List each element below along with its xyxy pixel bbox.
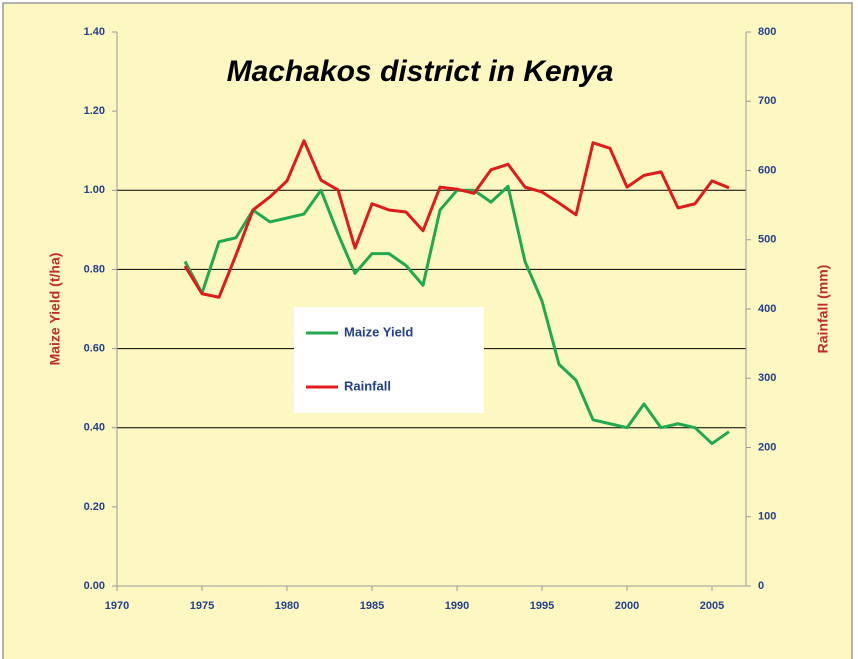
legend-label: Maize Yield	[344, 324, 413, 339]
x-tick-label: 2005	[700, 600, 724, 612]
x-tick-label: 2000	[615, 600, 639, 612]
x-tick-label: 1995	[530, 600, 554, 612]
y2-tick-label: 200	[758, 441, 776, 453]
x-tick-label: 1985	[360, 600, 384, 612]
x-tick-label: 1990	[445, 600, 469, 612]
y2-tick-label: 300	[758, 372, 776, 384]
y2-tick-label: 0	[758, 580, 764, 592]
chart-title: Machakos district in Kenya	[227, 55, 614, 88]
y-tick-label: 1.20	[84, 105, 105, 117]
series-line	[183, 139, 730, 299]
y2-tick-label: 400	[758, 303, 776, 315]
y2-tick-label: 600	[758, 164, 776, 176]
y-tick-label: 0.80	[84, 263, 105, 275]
y2-tick-label: 100	[758, 511, 776, 523]
legend-label: Rainfall	[344, 378, 391, 393]
y-tick-label: 0.60	[84, 342, 105, 354]
x-tick-label: 1970	[105, 600, 129, 612]
y2-axis-label: Rainfall (mm)	[815, 265, 831, 354]
y-tick-label: 0.20	[84, 501, 105, 513]
y-axis-label: Maize Yield (t/ha)	[47, 253, 63, 366]
y-tick-label: 0.00	[84, 580, 105, 592]
y2-tick-label: 800	[758, 26, 776, 38]
y2-tick-label: 700	[758, 95, 776, 107]
legend-box	[294, 307, 484, 413]
y-tick-label: 1.00	[84, 184, 105, 196]
x-tick-label: 1980	[275, 600, 299, 612]
x-tick-label: 1975	[190, 600, 214, 612]
y-tick-label: 1.40	[84, 26, 105, 38]
y-tick-label: 0.40	[84, 422, 105, 434]
y2-tick-label: 500	[758, 234, 776, 246]
